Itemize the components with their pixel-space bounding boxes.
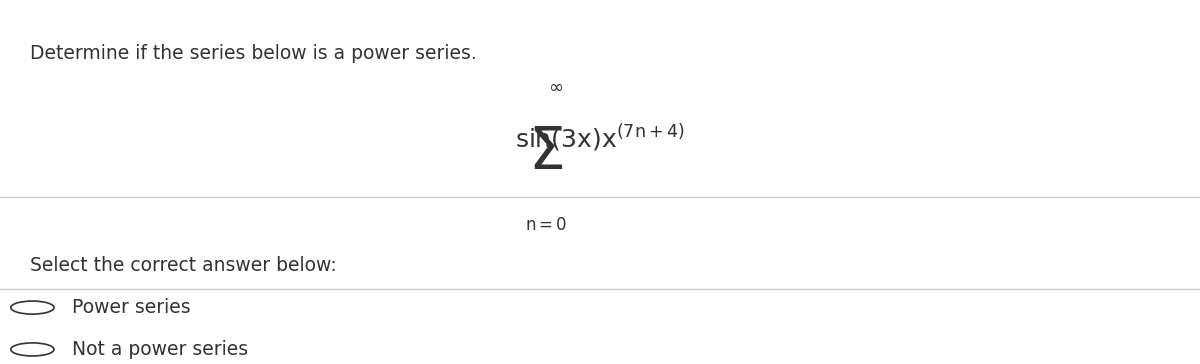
Text: Not a power series: Not a power series: [72, 340, 248, 359]
Text: $\mathrm{n{=}0}$: $\mathrm{n{=}0}$: [524, 217, 568, 234]
Text: $\mathrm{sin(3x)x^{(7n+4)}}$: $\mathrm{sin(3x)x^{(7n+4)}}$: [515, 123, 685, 154]
Text: $\Sigma$: $\Sigma$: [528, 125, 564, 181]
Text: Determine if the series below is a power series.: Determine if the series below is a power…: [30, 44, 476, 63]
Text: Select the correct answer below:: Select the correct answer below:: [30, 256, 337, 275]
Text: Power series: Power series: [72, 298, 191, 317]
Text: $\infty$: $\infty$: [548, 78, 563, 96]
